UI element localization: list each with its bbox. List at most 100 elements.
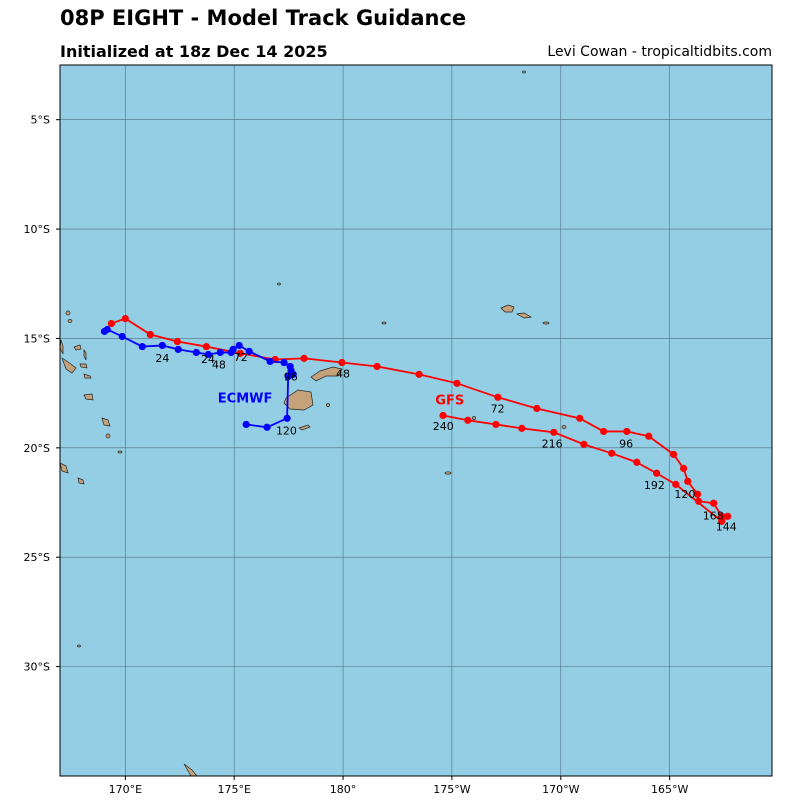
island-small xyxy=(277,282,281,286)
ocean xyxy=(60,65,772,776)
forecast-hour-label: 96 xyxy=(619,437,633,450)
y-tick-label: 15°S xyxy=(24,332,50,345)
track-point xyxy=(453,379,461,387)
y-tick-label: 10°S xyxy=(24,223,50,236)
track-point xyxy=(439,411,447,420)
track-point xyxy=(173,337,181,346)
forecast-hour-label: 24 xyxy=(201,353,215,366)
x-tick-label: 175°E xyxy=(217,783,250,796)
track-point xyxy=(723,512,732,520)
island-small xyxy=(67,319,73,323)
track-point xyxy=(118,332,126,341)
track-point xyxy=(580,440,588,448)
track-point xyxy=(216,348,224,357)
track-point xyxy=(718,512,726,520)
y-tick-label: 5°S xyxy=(31,114,50,127)
forecast-hour-label: 240 xyxy=(433,420,454,433)
island-vanuatu-7 xyxy=(83,348,87,361)
map-frame xyxy=(59,64,773,777)
track-point xyxy=(533,404,541,413)
track-point xyxy=(229,345,237,353)
page-title: 08P EIGHT - Model Track Guidance xyxy=(60,6,467,30)
track-point xyxy=(710,499,718,507)
track-point xyxy=(608,449,616,457)
track-point xyxy=(263,423,271,431)
track-point xyxy=(280,358,288,367)
x-tick-label: 180° xyxy=(330,783,357,796)
track-point xyxy=(266,357,274,366)
island-small xyxy=(117,450,123,454)
track-point xyxy=(415,370,423,378)
track-point xyxy=(633,458,641,466)
gridlines xyxy=(60,65,772,776)
track-point xyxy=(192,348,200,357)
y-tick-label: 30°S xyxy=(24,661,50,674)
track-point xyxy=(718,517,726,525)
track-point xyxy=(693,490,702,498)
forecast-hour-label: 120 xyxy=(674,488,695,501)
track-point xyxy=(146,330,154,339)
track-point xyxy=(652,469,661,477)
track-point xyxy=(669,450,678,459)
forecast-hour-label: 216 xyxy=(542,437,563,450)
island-savaii xyxy=(500,304,515,313)
forecast-hour-label: 72 xyxy=(491,402,505,415)
track-point xyxy=(600,427,608,436)
x-tick-label: 170°E xyxy=(109,783,142,796)
track-point xyxy=(494,393,502,401)
island-upolu xyxy=(515,312,533,319)
forecast-hour-label: 72 xyxy=(234,351,248,364)
island-small xyxy=(542,321,550,325)
track-point xyxy=(242,420,250,429)
forecast-hour-label: 168 xyxy=(703,510,724,523)
model-label: ECMWF xyxy=(218,392,273,407)
track-point xyxy=(236,349,244,357)
track-point xyxy=(138,342,146,351)
island-small xyxy=(522,70,526,74)
island-small xyxy=(77,644,81,648)
track-point xyxy=(235,341,243,350)
x-tick-label: 175°W xyxy=(433,783,470,796)
track-point xyxy=(576,414,584,422)
track-point xyxy=(623,427,631,436)
track-point xyxy=(672,480,680,488)
track-point xyxy=(684,477,692,485)
island-small xyxy=(444,471,452,475)
island-small xyxy=(326,403,330,407)
init-time: Initialized at 18z Dec 14 2025 xyxy=(60,42,328,61)
track-point xyxy=(283,414,291,422)
track-point xyxy=(103,325,111,334)
x-tick-label: 170°W xyxy=(542,783,579,796)
track-point xyxy=(245,347,253,355)
track-point xyxy=(174,345,182,353)
track-point xyxy=(204,350,212,359)
island-viti-levu xyxy=(283,389,314,411)
track-point xyxy=(158,341,166,350)
island-small xyxy=(472,416,476,420)
track-point xyxy=(202,342,210,351)
island-vanuatu-5 xyxy=(83,373,92,379)
credit: Levi Cowan - tropicaltidbits.com xyxy=(547,44,772,60)
forecast-hour-label: 48 xyxy=(336,367,350,380)
island-new-cal xyxy=(59,462,69,474)
y-tick-label: 20°S xyxy=(24,442,50,455)
track-point xyxy=(492,420,500,429)
model-label: GFS xyxy=(435,394,464,409)
island-loyalty xyxy=(77,477,85,485)
track-point xyxy=(645,432,653,440)
island-vanuatu-6 xyxy=(79,363,88,369)
island-small xyxy=(381,321,387,325)
track-point xyxy=(695,497,703,505)
track-point xyxy=(284,372,292,381)
track-point xyxy=(518,424,526,432)
y-tick-label: 25°S xyxy=(24,551,50,564)
island-vanuatu-2 xyxy=(83,393,94,401)
forecast-hour-label: 120 xyxy=(276,424,297,437)
track-point xyxy=(679,464,688,473)
island-vanuatu-4 xyxy=(73,344,82,351)
forecast-hour-label: 192 xyxy=(644,479,665,492)
